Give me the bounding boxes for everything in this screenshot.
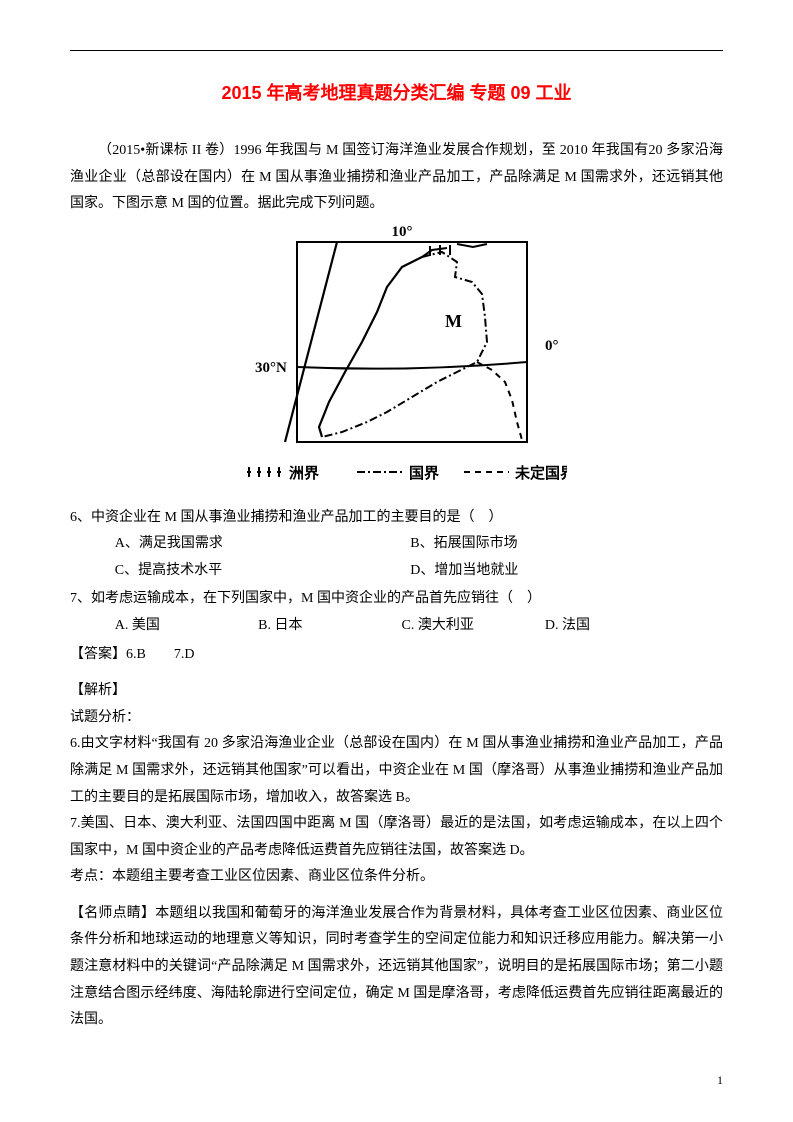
q6-opt-d: D、增加当地就业 [410, 558, 702, 585]
analysis-block: 试题分析： 6.由文字材料“我国有 20 多家沿海渔业企业（总部设在国内）在 M… [70, 705, 723, 891]
q6-options-row2: C、提高技术水平 D、增加当地就业 [70, 558, 723, 585]
page-number: 1 [717, 1069, 723, 1092]
q7-options-row: A. 美国 B. 日本 C. 澳大利亚 D. 法国 [70, 613, 723, 640]
dianjing: 【名师点睛】本题组以我国和葡萄牙的海洋渔业发展合作为背景材料，具体考查工业区位因… [70, 901, 723, 1034]
analysis-6: 6.由文字材料“我国有 20 多家沿海渔业企业（总部设在国内）在 M 国从事渔业… [70, 731, 723, 811]
q7-opt-a: A. 美国 [115, 613, 255, 640]
q6-opt-c: C、提高技术水平 [115, 558, 407, 585]
q7-opt-c: C. 澳大利亚 [402, 613, 542, 640]
intro-paragraph: （2015•新课标 II 卷）1996 年我国与 M 国签订海洋渔业发展合作规划… [70, 138, 723, 218]
analysis-head: 【解析】 [70, 678, 723, 705]
svg-text:洲界: 洲界 [289, 465, 319, 482]
analysis-7: 7.美国、日本、澳大利亚、法国四国中距离 M 国（摩洛哥）最近的是法国，如考虑运… [70, 811, 723, 864]
q6-opt-a: A、满足我国需求 [115, 531, 407, 558]
q6-stem: 6、中资企业在 M 国从事渔业捕捞和渔业产品加工的主要目的是（ ） [70, 505, 723, 532]
q7-stem: 7、如考虑运输成本，在下列国家中，M 国中资企业的产品首先应销往（ ） [70, 586, 723, 613]
map-label-10: 10° [391, 224, 412, 240]
page-title: 2015 年高考地理真题分类汇编 专题 09 工业 [70, 76, 723, 110]
svg-text:未定国界: 未定国界 [514, 464, 567, 482]
top-rule [70, 50, 723, 51]
kaodian: 考点：本题组主要考查工业区位因素、商业区位条件分析。 [70, 864, 723, 891]
svg-text:国界: 国界 [409, 465, 439, 482]
analysis-sub: 试题分析： [70, 705, 723, 732]
q7-opt-b: B. 日本 [258, 613, 398, 640]
q6-opt-b: B、拓展国际市场 [410, 531, 702, 558]
map-label-30n: 30°N [255, 360, 287, 376]
q7-opt-d: D. 法国 [545, 613, 685, 640]
q6-options-row1: A、满足我国需求 B、拓展国际市场 [70, 531, 723, 558]
map-label-m: M [445, 311, 462, 331]
map-figure: 10° 0° 30°N M 洲界 国界 未定国界 [70, 222, 723, 503]
answer-line: 【答案】6.B 7.D [70, 642, 723, 669]
map-label-0: 0° [545, 338, 559, 354]
map-svg: 10° 0° 30°N M 洲界 国界 未定国界 [227, 222, 567, 492]
